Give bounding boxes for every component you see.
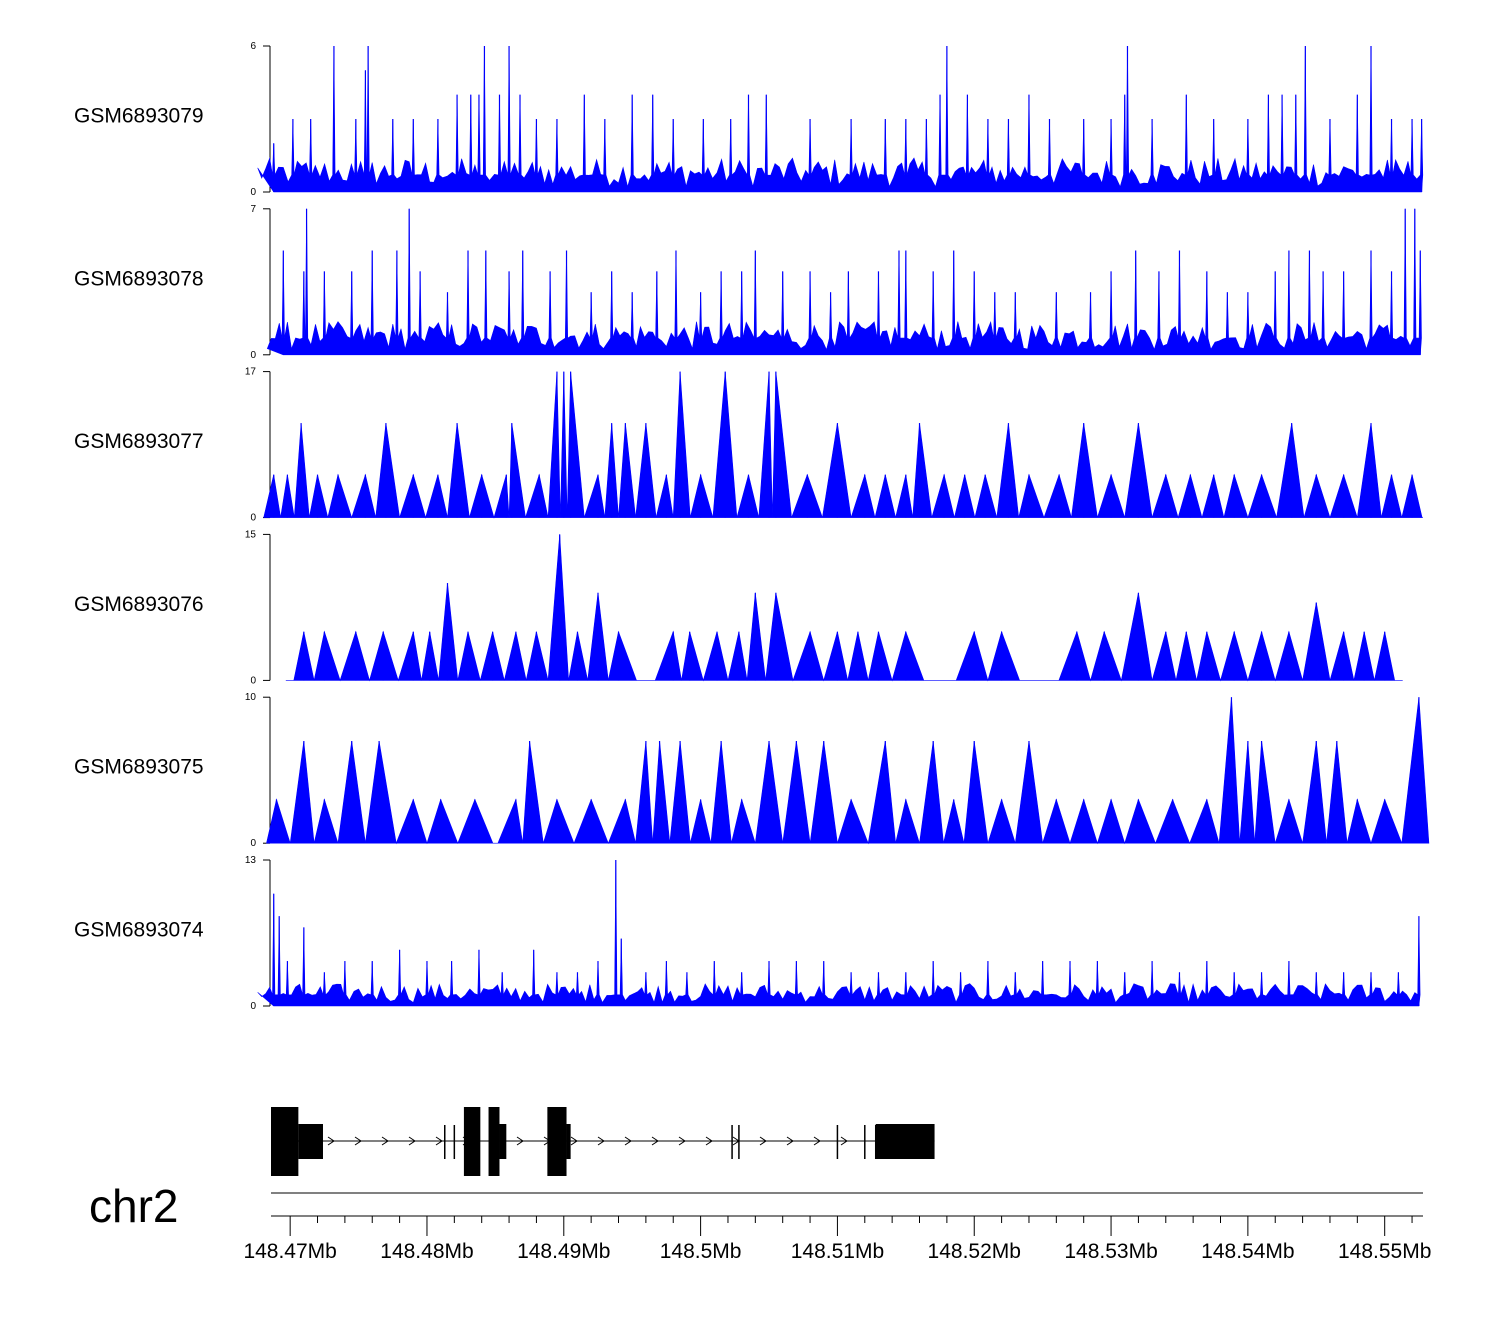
strand-chevron <box>651 1136 659 1146</box>
coverage-area <box>257 45 1424 193</box>
exon-thick <box>547 1107 567 1176</box>
coverage-track: GSM6893074 13 0 <box>74 855 1421 1012</box>
coverage-area <box>266 208 1422 356</box>
y-tick-label-min: 0 <box>250 675 256 686</box>
track-label: GSM6893076 <box>74 593 204 616</box>
y-tick-label-min: 0 <box>250 513 256 524</box>
strand-chevron <box>759 1136 767 1146</box>
strand-chevron <box>786 1136 794 1146</box>
strand-chevron <box>327 1136 335 1146</box>
y-tick-label-min: 0 <box>250 350 256 361</box>
y-tick-label-min: 0 <box>250 838 256 849</box>
x-tick-label: 148.54Mb <box>1201 1240 1294 1263</box>
strand-chevron <box>624 1136 632 1146</box>
strand-chevron <box>354 1136 362 1146</box>
track-label: GSM6893079 <box>74 105 204 128</box>
exon-thin <box>499 1124 507 1159</box>
x-tick-label: 148.49Mb <box>517 1240 610 1263</box>
track-label: GSM6893078 <box>74 267 204 290</box>
track-label: GSM6893074 <box>74 919 204 942</box>
y-tick-label-max: 13 <box>245 855 257 866</box>
strand-chevron <box>705 1136 713 1146</box>
strand-chevron <box>840 1136 848 1146</box>
strand-chevron <box>570 1136 578 1146</box>
strand-chevron <box>597 1136 605 1146</box>
track-label: GSM6893077 <box>74 430 204 453</box>
coverage-track: GSM6893076 15 0 <box>74 529 1403 686</box>
exon-thick <box>271 1107 299 1176</box>
coverage-area <box>263 371 1423 519</box>
strand-chevron <box>435 1136 443 1146</box>
y-tick-label-max: 10 <box>245 692 257 703</box>
coverage-track: GSM6893079 6 0 <box>74 41 1424 198</box>
y-tick-label-min: 0 <box>250 187 256 198</box>
x-tick-label: 148.5Mb <box>660 1240 742 1263</box>
y-tick-label-min: 0 <box>250 1001 256 1012</box>
exon-thin <box>875 1124 935 1159</box>
coverage-track: GSM6893075 10 0 <box>74 692 1430 849</box>
strand-chevron <box>813 1136 821 1146</box>
y-tick-label-max: 17 <box>245 367 257 378</box>
coverage-tracks: GSM689307960GSM689307870GSM6893077170GSM… <box>74 41 1430 1012</box>
coverage-track: GSM6893077 17 0 <box>74 367 1423 524</box>
track-label: GSM6893075 <box>74 756 204 779</box>
genome-axis: 148.47Mb 148.48Mb 148.49Mb 148.5Mb 148.51Mb 1… <box>243 1192 1431 1263</box>
x-tick-label: 148.52Mb <box>928 1240 1021 1263</box>
y-tick-label-max: 7 <box>250 204 256 215</box>
y-tick-label-max: 15 <box>245 529 257 540</box>
coverage-track: GSM6893078 7 0 <box>74 204 1422 361</box>
x-tick-label: 148.47Mb <box>243 1240 336 1263</box>
y-tick-label-max: 6 <box>250 41 256 52</box>
x-tick-label: 148.53Mb <box>1064 1240 1157 1263</box>
strand-chevron <box>408 1136 416 1146</box>
strand-chevron <box>678 1136 686 1146</box>
coverage-area <box>285 534 1403 682</box>
x-tick-label: 148.55Mb <box>1338 1240 1431 1263</box>
x-tick-label: 148.51Mb <box>791 1240 884 1263</box>
chromosome-label: chr2 <box>89 1180 178 1232</box>
exon-thin <box>298 1124 323 1159</box>
exon-thick <box>463 1107 481 1176</box>
strand-chevron <box>516 1136 524 1146</box>
gene-model-track <box>271 1107 935 1176</box>
exon-thick <box>488 1107 500 1176</box>
exon-thin <box>566 1124 571 1159</box>
x-tick-label: 148.48Mb <box>380 1240 473 1263</box>
coverage-area <box>257 859 1421 1007</box>
strand-chevron <box>381 1136 389 1146</box>
